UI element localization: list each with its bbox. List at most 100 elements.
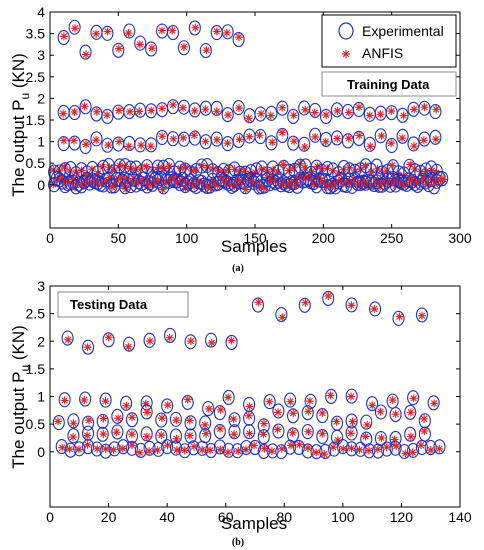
anfis-point <box>318 429 327 438</box>
experimental-point <box>202 400 215 417</box>
experimental-point <box>79 44 92 60</box>
anfis-point <box>235 135 244 144</box>
anfis-point <box>333 134 342 143</box>
anfis-point <box>60 396 69 405</box>
experimental-point <box>213 439 226 455</box>
anfis-point <box>273 425 282 434</box>
y-tick-label: 1 <box>37 389 45 405</box>
anfis-point <box>202 46 211 55</box>
anfis-point <box>212 27 221 36</box>
experimental-point <box>243 410 256 426</box>
experimental-point <box>363 136 376 152</box>
anfis-point <box>267 447 276 456</box>
anfis-point <box>376 407 385 416</box>
anfis-point <box>69 136 78 145</box>
experimental-point <box>155 412 168 428</box>
anfis-point <box>69 433 78 442</box>
anfis-point <box>135 107 144 116</box>
anfis-point <box>245 132 254 141</box>
experimental-point <box>181 394 194 410</box>
experimental-point <box>228 412 241 428</box>
experimental-point <box>320 108 333 125</box>
anfis-point <box>234 104 243 113</box>
anfis-point <box>114 414 123 423</box>
anfis-point <box>419 136 428 145</box>
experimental-point <box>161 398 174 414</box>
experimental-point <box>429 129 442 145</box>
anfis-point <box>83 440 92 449</box>
anfis-point <box>363 420 372 429</box>
experimental-point <box>152 441 165 457</box>
anfis-point <box>324 291 333 300</box>
experimental-point <box>213 405 226 421</box>
anfis-point <box>322 111 331 120</box>
anfis-point <box>305 397 314 406</box>
anfis-point <box>250 441 259 450</box>
experimental-point <box>298 297 311 313</box>
experimental-point <box>371 443 385 459</box>
experimental-point <box>301 443 314 459</box>
anfis-point <box>245 402 254 411</box>
chart-a-annotation: Training Data <box>347 77 430 92</box>
x-tick-label: 60 <box>218 509 234 525</box>
anfis-point <box>344 134 353 143</box>
experimental-point <box>68 135 81 151</box>
anfis-point <box>321 137 330 146</box>
experimental-point <box>228 424 241 440</box>
chart-b-caption: (b) <box>232 537 244 548</box>
chart-a-annotation-box <box>321 71 457 97</box>
experimental-point <box>418 413 431 429</box>
anfis-point <box>64 335 73 344</box>
anfis-point <box>201 137 210 146</box>
anfis-point <box>260 444 269 453</box>
anfis-point <box>406 432 415 441</box>
experimental-point <box>396 107 409 123</box>
anfis-point <box>198 445 207 454</box>
anfis-point <box>212 135 221 144</box>
anfis-point <box>101 397 110 406</box>
y-tick-label: 0.5 <box>26 416 46 432</box>
anfis-point <box>234 33 243 42</box>
experimental-point <box>99 443 112 459</box>
experimental-point <box>205 443 218 459</box>
anfis-point <box>265 397 274 406</box>
experimental-point <box>360 431 373 447</box>
anfis-point <box>135 40 144 49</box>
chart-a-ylabel: The output Pu (KN) <box>9 53 32 197</box>
experimental-point <box>287 408 300 424</box>
y-tick-label: 0 <box>37 444 45 460</box>
anfis-point <box>158 104 167 113</box>
anfis-point <box>146 142 155 151</box>
experimental-point <box>143 332 156 348</box>
anfis-point <box>273 408 282 417</box>
experimental-point <box>345 297 358 313</box>
experimental-point <box>363 443 376 459</box>
y-tick-label: 1 <box>37 134 45 150</box>
anfis-point <box>163 441 172 450</box>
anfis-point <box>382 443 391 452</box>
experimental-point <box>396 128 409 144</box>
chart-b-annotation: Testing Data <box>70 297 148 312</box>
anfis-point <box>153 446 162 455</box>
anfis-point <box>347 444 356 453</box>
anfis-point <box>204 404 213 413</box>
experimental-point <box>398 443 411 460</box>
anfis-point <box>432 105 441 114</box>
anfis-point <box>141 399 150 408</box>
y-tick-label: 2 <box>37 90 45 106</box>
anfis-point <box>224 165 233 174</box>
anfis-point <box>244 411 253 420</box>
chart-b-marks <box>52 290 446 460</box>
x-tick-label: 150 <box>243 230 267 246</box>
anfis-point <box>142 432 151 441</box>
anfis-point <box>426 446 435 455</box>
anfis-point <box>259 419 268 428</box>
anfis-point <box>430 399 439 408</box>
anfis-point <box>124 142 133 151</box>
experimental-point <box>232 100 245 116</box>
anfis-point <box>224 110 233 119</box>
experimental-point <box>284 439 297 455</box>
anfis-point <box>59 32 68 41</box>
anfis-point <box>99 430 108 439</box>
anfis-point <box>304 427 313 436</box>
